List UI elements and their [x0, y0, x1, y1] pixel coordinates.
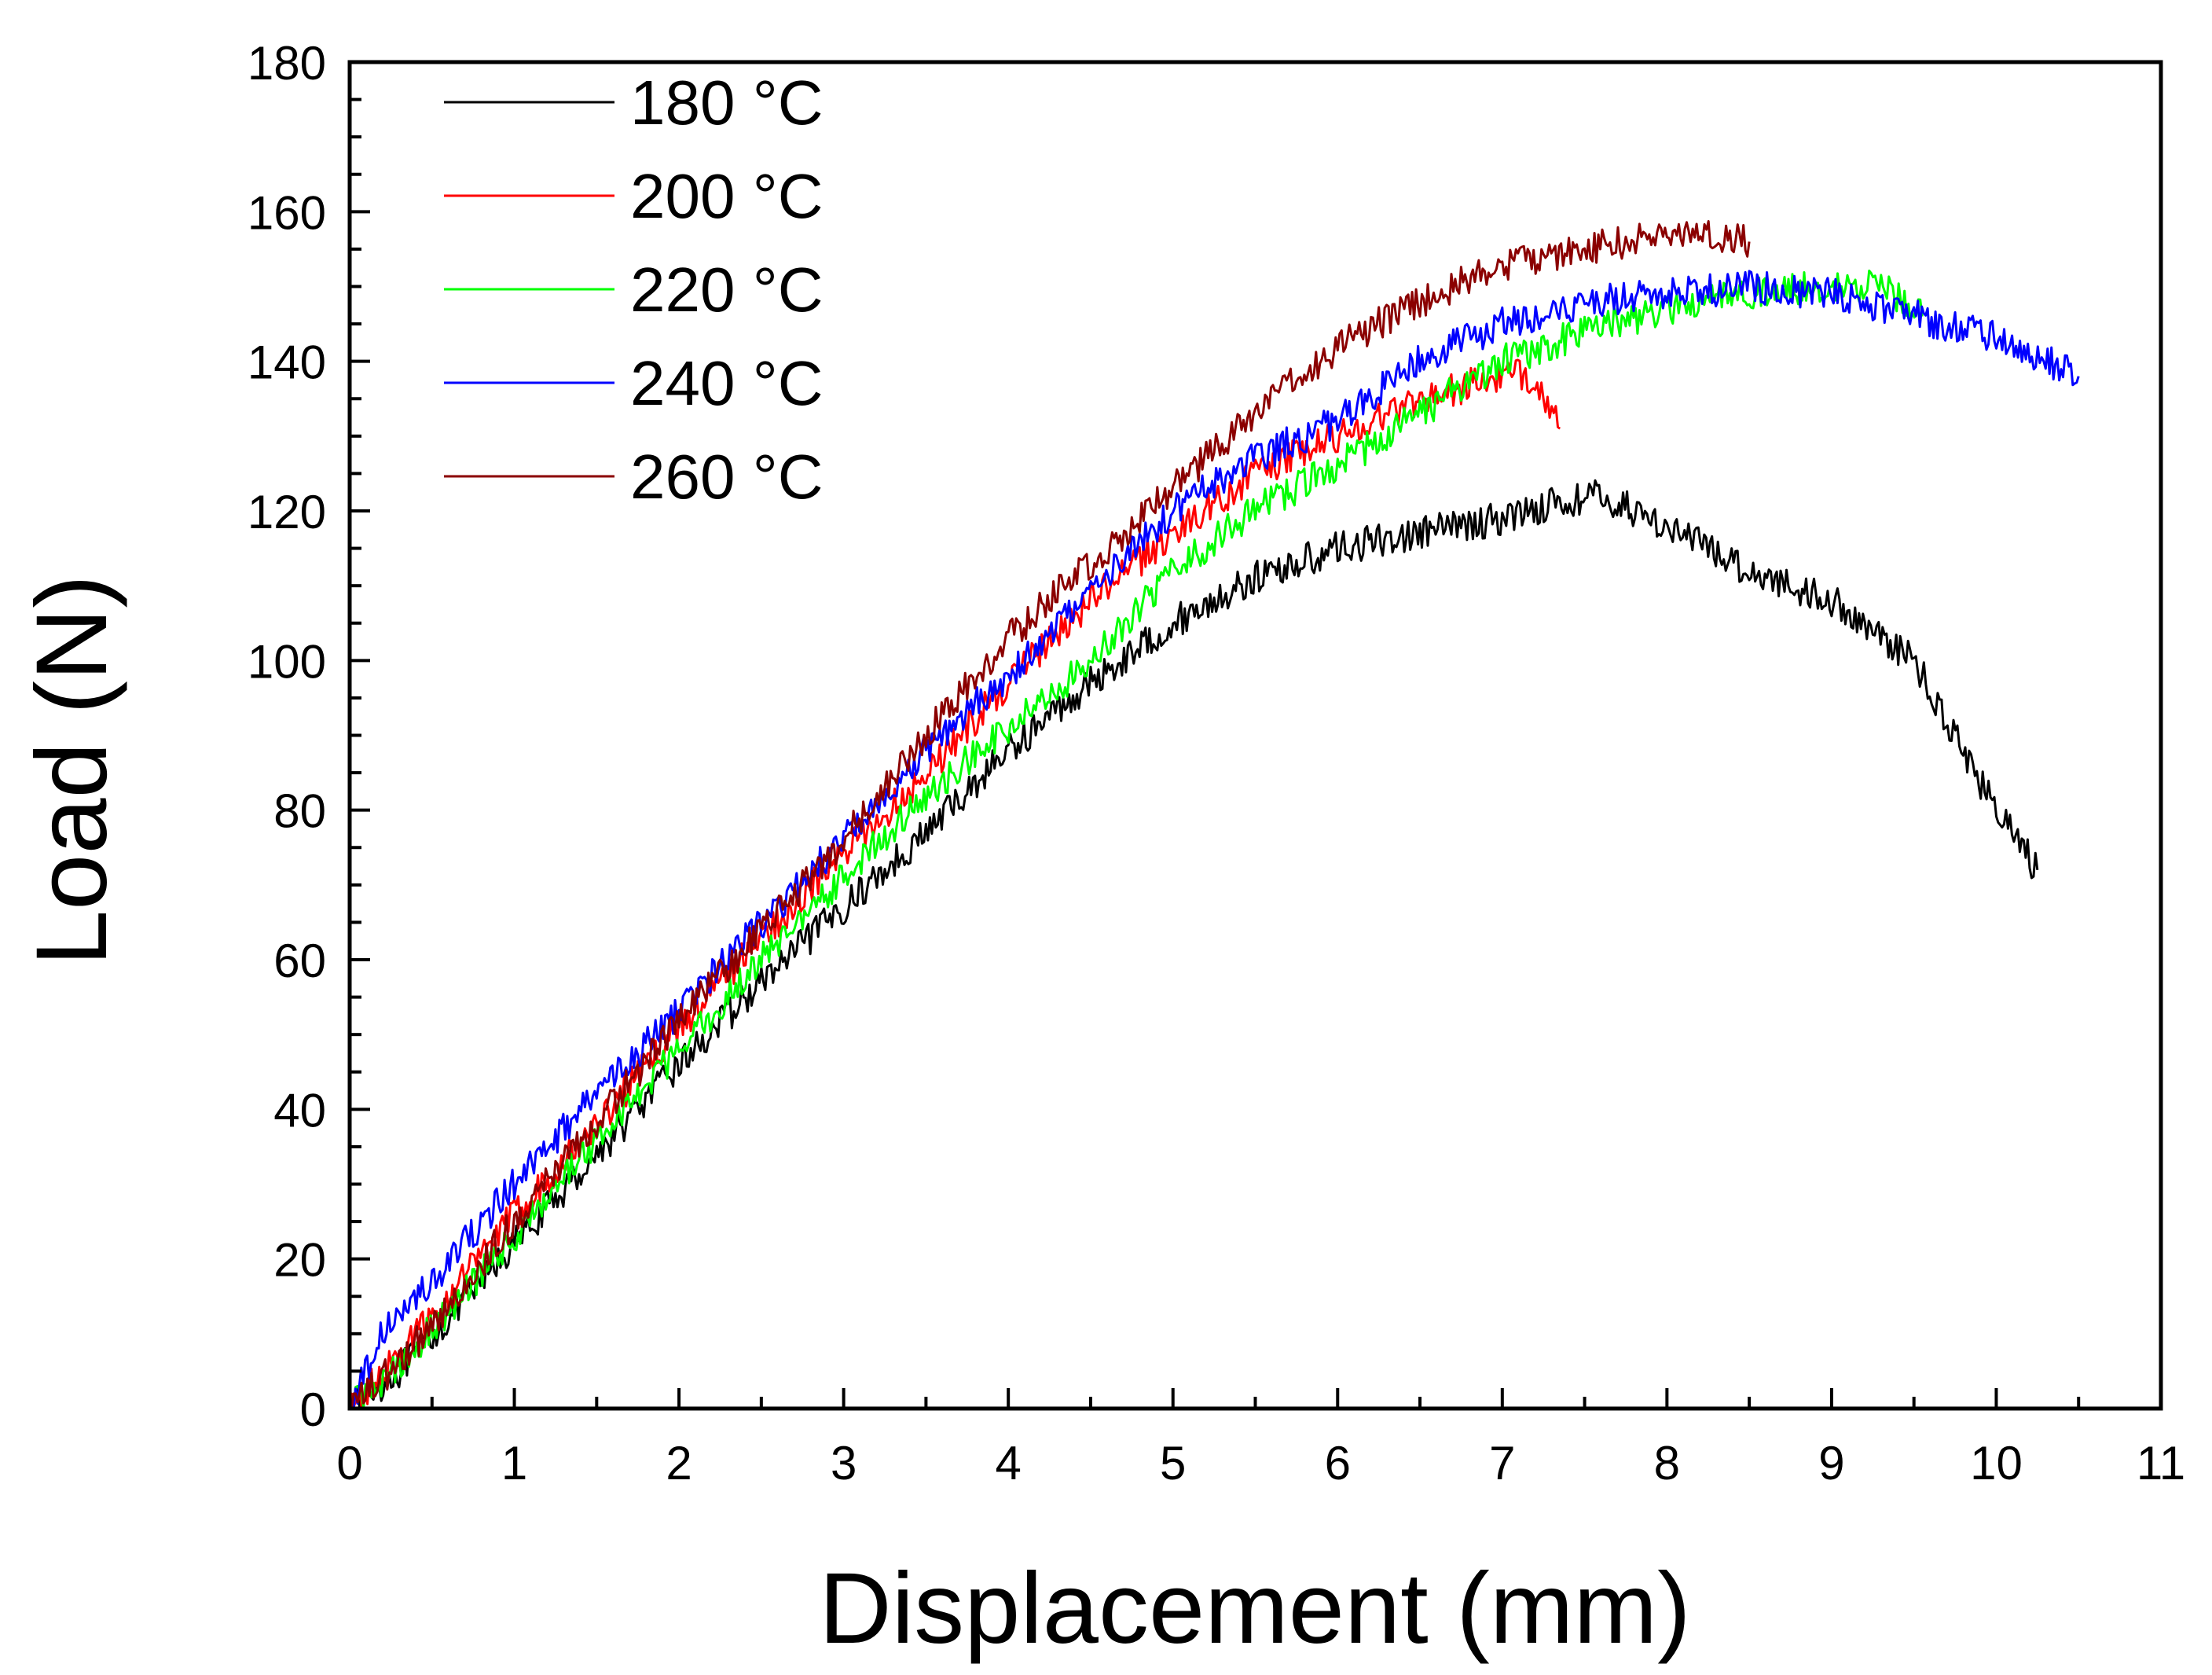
- y-tick-label: 20: [273, 1234, 326, 1287]
- y-tick-label: 180: [248, 37, 326, 90]
- series-line-260: [350, 220, 1751, 1410]
- x-tick-label: 7: [1489, 1437, 1515, 1490]
- y-axis-title: Load (N): [16, 575, 128, 966]
- y-tick-label: 80: [273, 785, 326, 838]
- x-tick-label: 6: [1325, 1437, 1351, 1490]
- y-tick-label: 100: [248, 635, 326, 688]
- x-axis-title: Displacement (mm): [819, 1552, 1691, 1665]
- x-tick-label: 0: [336, 1437, 362, 1490]
- y-tick-labels: 0 20 40 60 80 100 120 140 160 180: [248, 37, 326, 1436]
- x-tick-label: 4: [995, 1437, 1021, 1490]
- x-tick-label: 2: [666, 1437, 691, 1490]
- series-line-240: [348, 270, 2080, 1410]
- legend-label-180: 180 °C: [630, 68, 823, 138]
- x-tick-label: 11: [2137, 1437, 2185, 1490]
- legend-label-220: 220 °C: [630, 255, 823, 325]
- series-line-180: [350, 479, 2039, 1410]
- series-line-200: [348, 358, 1561, 1409]
- x-tick-label: 3: [831, 1437, 857, 1490]
- y-tick-label: 60: [273, 935, 326, 987]
- y-tick-label: 120: [248, 486, 326, 538]
- legend: 180 °C 200 °C 220 °C 240 °C 260 °C: [444, 68, 823, 512]
- x-tick-label: 5: [1160, 1437, 1186, 1490]
- legend-label-240: 240 °C: [630, 348, 823, 418]
- y-tick-label: 40: [273, 1084, 326, 1137]
- legend-label-260: 260 °C: [630, 442, 823, 512]
- plot-frame: [347, 60, 2163, 1411]
- x-tick-label: 1: [501, 1437, 527, 1490]
- y-tick-label: 140: [248, 336, 326, 389]
- series-layer: [348, 220, 2080, 1410]
- y-tick-label: 160: [248, 186, 326, 239]
- y-tick-label: 0: [300, 1383, 326, 1436]
- x-tick-label: 8: [1654, 1437, 1680, 1490]
- ticks-layer: [348, 61, 2162, 1410]
- x-tick-label: 10: [1970, 1437, 2023, 1490]
- legend-label-200: 200 °C: [630, 161, 823, 231]
- x-tick-labels: 0 1 2 3 4 5 6 7 8 9 10 11: [336, 1437, 2185, 1490]
- series-line-220: [348, 270, 1924, 1410]
- x-tick-label: 9: [1818, 1437, 1844, 1490]
